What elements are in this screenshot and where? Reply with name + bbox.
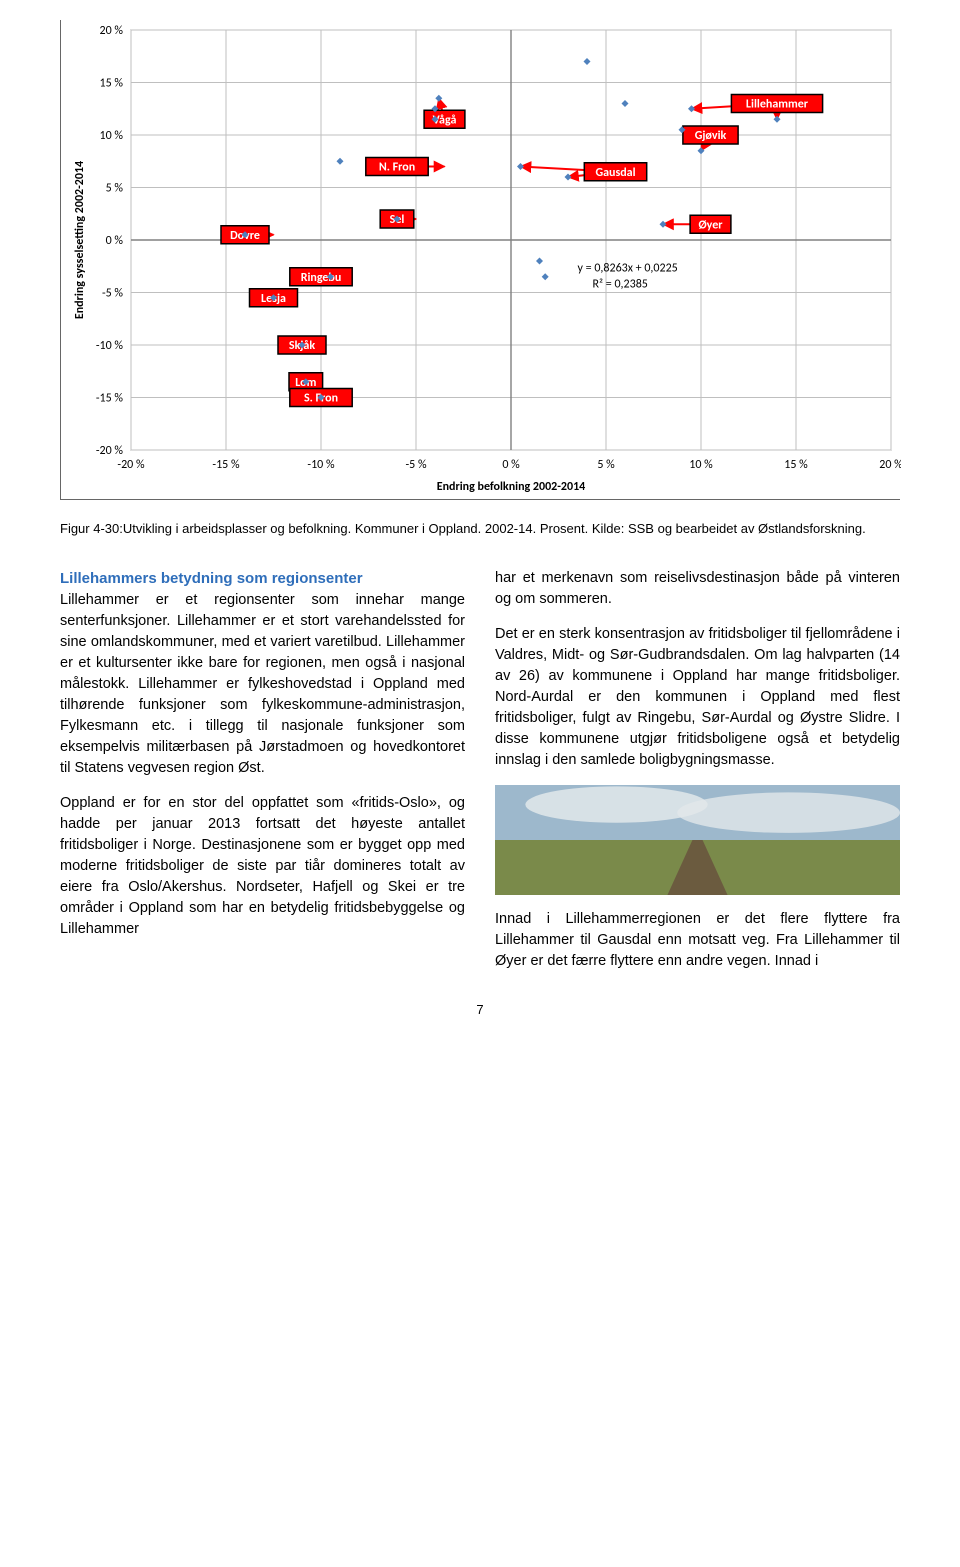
svg-text:20 %: 20 % <box>879 458 901 472</box>
section-paragraph-1: Lillehammers betydning som regionsenter … <box>60 568 465 779</box>
svg-text:5 %: 5 % <box>106 182 124 196</box>
figure-caption: Figur 4-30:Utvikling i arbeidsplasser og… <box>60 520 900 538</box>
svg-text:Endring befolkning 2002-2014: Endring befolkning 2002-2014 <box>437 480 586 494</box>
svg-text:10 %: 10 % <box>689 458 713 472</box>
svg-text:-10 %: -10 % <box>96 339 124 353</box>
svg-text:-20 %: -20 % <box>96 444 124 458</box>
svg-text:0 %: 0 % <box>502 458 520 472</box>
svg-text:Ringebu: Ringebu <box>301 271 342 285</box>
svg-text:5 %: 5 % <box>597 458 615 472</box>
scatter-chart: -20 % -15 % -10 % -5 % 0 % 5 % 10 % 15 % 20 % -20… <box>60 20 900 500</box>
svg-text:Lillehammer: Lillehammer <box>746 98 809 112</box>
svg-text:0 %: 0 % <box>106 234 124 248</box>
paragraph-5: Innad i Lillehammerregionen er det flere… <box>495 909 900 972</box>
page-number: 7 <box>60 1002 900 1017</box>
svg-text:20 %: 20 % <box>100 24 124 38</box>
svg-text:y = 0,8263x + 0,0225: y = 0,8263x + 0,0225 <box>578 262 678 276</box>
landscape-photo: Landscape photo – boardwalk across marsh… <box>495 785 900 895</box>
body-text: Lillehammers betydning som regionsenter … <box>60 568 900 972</box>
paragraph-4: Det er en sterk konsentrasjon av fritids… <box>495 624 900 771</box>
photo-svg: Landscape photo – boardwalk across marsh… <box>495 785 900 895</box>
svg-text:15 %: 15 % <box>784 458 808 472</box>
p1-text: Lillehammer er et regionsenter som inneh… <box>60 592 465 776</box>
svg-text:10 %: 10 % <box>100 129 124 143</box>
paragraph-2: Oppland er for en stor del oppfattet som… <box>60 793 465 940</box>
section-heading: Lillehammers betydning som regionsenter <box>60 570 363 587</box>
svg-text:-20 %: -20 % <box>117 458 145 472</box>
svg-text:-5 %: -5 % <box>102 287 123 301</box>
svg-text:-5 %: -5 % <box>405 458 426 472</box>
svg-text:-10 %: -10 % <box>307 458 335 472</box>
svg-text:N. Fron: N. Fron <box>379 161 415 175</box>
svg-text:Øyer: Øyer <box>698 218 723 232</box>
svg-text:Gjøvik: Gjøvik <box>695 129 727 143</box>
svg-text:R² = 0,2385: R² = 0,2385 <box>593 278 648 292</box>
svg-text:-15 %: -15 % <box>212 458 240 472</box>
svg-text:Gausdal: Gausdal <box>595 166 635 180</box>
svg-text:Endring sysselsetting 2002-201: Endring sysselsetting 2002-2014 <box>73 161 87 319</box>
scatter-svg: -20 % -15 % -10 % -5 % 0 % 5 % 10 % 15 % 20 % -20… <box>61 20 901 500</box>
paragraph-3: har et merkenavn som reiselivsdestinasjo… <box>495 568 900 610</box>
svg-text:-15 %: -15 % <box>96 392 124 406</box>
svg-text:15 %: 15 % <box>100 77 124 91</box>
